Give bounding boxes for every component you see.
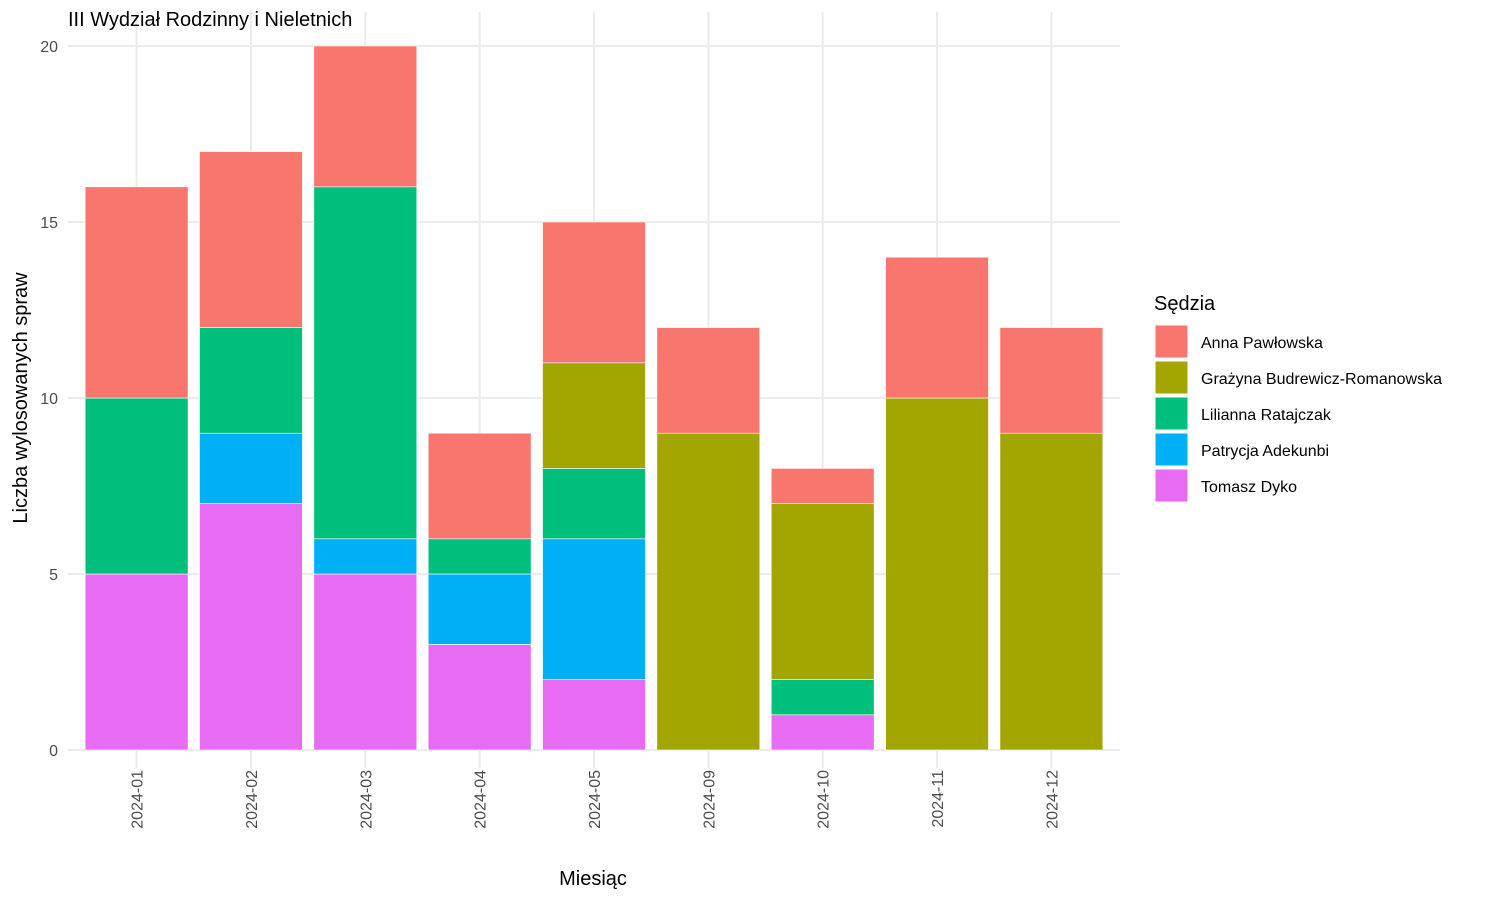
legend-label: Lilianna Ratajczak: [1201, 407, 1332, 424]
bar-segment: [656, 432, 761, 751]
x-axis-title: Miesiąc: [559, 868, 627, 890]
legend-items: Anna Pawłowska Grażyna Budrewicz-Romanows…: [1154, 324, 1442, 503]
y-tick-label: 20: [40, 39, 58, 56]
x-tick-label: 2024-12: [1044, 770, 1061, 829]
legend-label: Anna Pawłowska: [1201, 335, 1323, 352]
x-tick-label: 2024-02: [244, 770, 261, 829]
legend-swatch: [1154, 360, 1189, 395]
bar-segment: [770, 714, 875, 751]
y-axis-ticks: 0 5 10 15 20: [40, 39, 58, 760]
x-tick-label: 2024-01: [130, 770, 147, 829]
legend-label: Tomasz Dyko: [1201, 479, 1297, 496]
y-tick-label: 0: [49, 743, 58, 760]
legend-title: Sędzia: [1154, 293, 1216, 315]
legend-swatch: [1154, 324, 1189, 359]
x-tick-label: 2024-04: [473, 770, 490, 829]
legend: Sędzia Anna Pawłowska Grażyna Budrewicz-R…: [1154, 293, 1442, 503]
x-axis-ticks: 2024-01 2024-02 2024-03 2024-04 2024-05 2024-…: [130, 770, 1062, 829]
bar-segment: [199, 503, 303, 751]
x-tick-label: 2024-03: [358, 770, 375, 829]
bar-segment: [542, 468, 646, 540]
bar-segment: [199, 327, 303, 434]
bar-segment: [999, 327, 1104, 434]
bar-segment: [542, 221, 646, 364]
bars: [84, 45, 1104, 751]
bar-segment: [84, 186, 189, 399]
bar-segment: [427, 432, 532, 540]
bar-segment: [542, 362, 646, 469]
y-tick-label: 15: [40, 215, 58, 232]
legend-swatch: [1154, 432, 1189, 467]
bar-segment: [770, 468, 875, 504]
bar-segment: [656, 327, 761, 434]
bar-segment: [770, 679, 875, 716]
bar-segment: [427, 538, 532, 575]
chart-title: III Wydział Rodzinny i Nieletnich: [68, 9, 352, 31]
bar-segment: [199, 151, 303, 328]
x-tick-label: 2024-05: [587, 770, 604, 829]
y-tick-label: 5: [49, 567, 58, 584]
bar-segment: [427, 644, 532, 751]
bar-segment: [885, 397, 989, 751]
bar-segment: [313, 45, 418, 188]
y-axis-title: Liczba wylosowanych spraw: [10, 272, 32, 524]
legend-swatch: [1154, 468, 1189, 503]
x-tick-label: 2024-09: [701, 770, 718, 829]
legend-label: Grażyna Budrewicz-Romanowska: [1201, 371, 1442, 388]
bar-segment: [427, 573, 532, 645]
bar-segment: [84, 573, 189, 751]
bar-segment: [542, 679, 646, 751]
bar-segment: [770, 503, 875, 680]
bar-segment: [313, 186, 418, 540]
legend-swatch: [1154, 396, 1189, 431]
x-tick-label: 2024-11: [930, 770, 947, 828]
bar-segment: [313, 538, 418, 575]
y-tick-label: 10: [40, 391, 58, 408]
bar-segment: [542, 538, 646, 680]
bar-segment: [84, 397, 189, 575]
x-tick-label: 2024-10: [816, 770, 833, 829]
bar-segment: [885, 256, 989, 399]
bar-segment: [999, 432, 1104, 751]
legend-label: Patrycja Adekunbi: [1201, 443, 1329, 460]
bar-segment: [199, 432, 303, 504]
bar-segment: [313, 573, 418, 751]
